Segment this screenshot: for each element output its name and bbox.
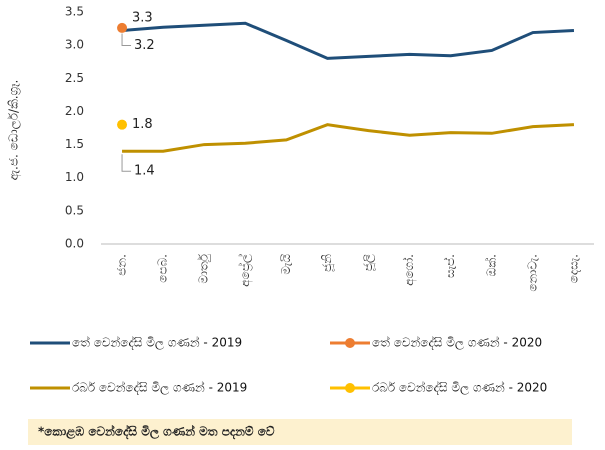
x-tick-label: ජූලි (361, 254, 376, 271)
x-tick-label: ජූනි (320, 254, 335, 272)
y-axis-label: ඇ.ජ. ඩොලර්/කි.ග්‍රෑ. (7, 80, 22, 181)
data-label: 1.4 (134, 164, 155, 179)
legend-label: රබර් වෙන්දේසි මිල ගණන් - 2020 (372, 380, 547, 395)
y-tick-label: 1.0 (65, 170, 84, 184)
x-tick-label: නොවැ. (525, 254, 539, 292)
y-tick-label: 1.5 (65, 137, 84, 151)
data-label: 3.3 (132, 10, 153, 25)
y-tick-label: 3.5 (65, 5, 84, 19)
note: *කොළඹ වෙන්දේසි මිල ගණන් මත පදනම් වේ (38, 424, 275, 440)
x-tick-label: දෙසැ. (566, 254, 580, 283)
leader-line (121, 33, 132, 47)
legend-marker (345, 383, 355, 393)
y-tick-label: 3.0 (65, 38, 84, 52)
y-tick-label: 0.5 (65, 203, 84, 217)
x-tick-label: ඔක්. (484, 254, 498, 276)
legend-label: තේ වෙන්දේසි මිල ගණන් - 2020 (372, 335, 542, 350)
legend-label: රබර් වෙන්දේසි මිල ගණන් - 2019 (72, 380, 247, 395)
point (117, 22, 128, 33)
legend-marker (345, 338, 355, 348)
x-tick-label: මාර්තු (197, 253, 211, 283)
note-box (28, 419, 572, 445)
x-tick-label: අප්‍රේල් (238, 254, 253, 287)
y-tick-label: 2.0 (65, 104, 84, 118)
data-label: 3.2 (134, 38, 155, 53)
x-tick-label: අගෝ. (402, 254, 417, 286)
y-tick-label: 0.0 (65, 237, 84, 251)
series-line (122, 123, 575, 153)
data-label: 1.8 (132, 117, 153, 132)
leader-line (121, 154, 132, 172)
x-tick-label: ජන. (115, 254, 129, 276)
x-tick-label: මැයි (279, 254, 293, 275)
point (117, 119, 128, 130)
series-line (121, 21, 575, 60)
x-tick-label: සැප්. (443, 254, 457, 278)
legend-label: තේ වෙන්දේසි මිල ගණන් - 2019 (72, 335, 242, 350)
x-tick-label: පෙබ. (156, 254, 170, 283)
y-tick-label: 2.5 (65, 71, 84, 85)
